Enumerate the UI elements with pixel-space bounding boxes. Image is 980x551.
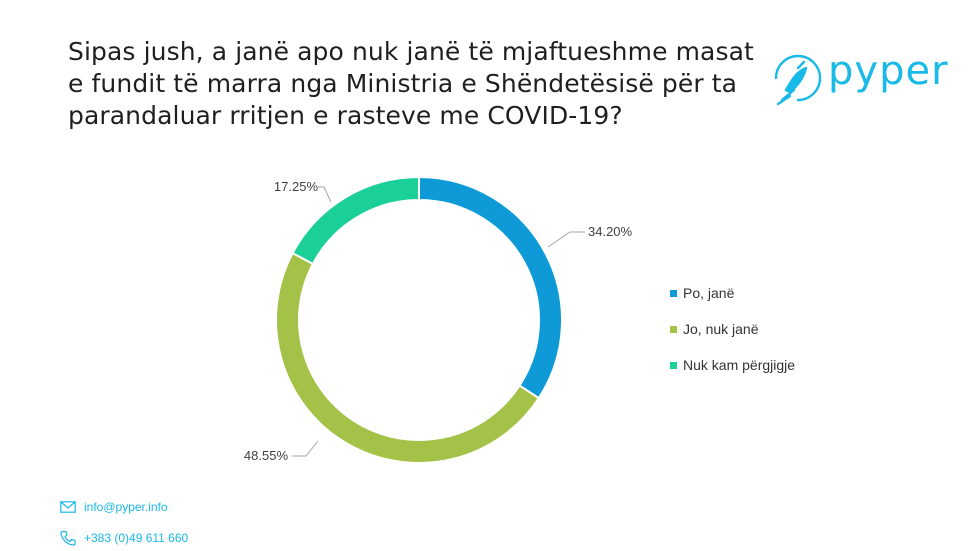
pyper-logo: pyper: [768, 48, 958, 110]
bird-logo-icon: [774, 54, 822, 106]
legend-swatch: [670, 325, 677, 333]
leader-line-2: [292, 440, 319, 457]
data-label-1: 34.20%: [588, 224, 633, 239]
brand-name: pyper: [828, 48, 949, 94]
legend-item-1: Po, janë: [670, 283, 795, 303]
donut-slice-3: [291, 175, 420, 266]
title-line-1: Sipas jush, a janë apo nuk janë të mjaft…: [68, 37, 754, 66]
legend-item-2: Jo, nuk janë: [670, 319, 795, 339]
chart-title: Sipas jush, a janë apo nuk janë të mjaft…: [68, 36, 758, 132]
legend-item-3: Nuk kam përgjigje: [670, 355, 795, 375]
phone-text[interactable]: +383 (0)49 611 660: [84, 531, 189, 545]
footer-email: info@pyper.info: [60, 500, 168, 514]
phone-icon: [60, 530, 76, 546]
legend-swatch: [670, 361, 677, 369]
chart-legend: Po, janë Jo, nuk janë Nuk kam përgjigje: [670, 283, 795, 391]
donut-slice-2: [274, 251, 541, 464]
leader-line-1: [547, 231, 585, 248]
title-line-3: parandaluar rritjen e rasteve me COVID-1…: [68, 101, 623, 130]
legend-swatch: [670, 289, 677, 297]
legend-label: Po, janë: [683, 285, 735, 301]
data-label-3: 17.25%: [274, 179, 319, 194]
data-label-2: 48.55%: [244, 448, 289, 463]
leader-line-3: [318, 186, 332, 203]
mail-icon: [60, 501, 76, 513]
email-text[interactable]: info@pyper.info: [84, 500, 168, 514]
title-line-2: e fundit të marra nga Ministria e Shënde…: [68, 69, 738, 98]
footer-phone: +383 (0)49 611 660: [60, 530, 188, 546]
donut-chart: 34.20% 48.55% 17.25%: [244, 175, 633, 464]
donut-slice-1: [418, 175, 563, 400]
legend-label: Jo, nuk janë: [683, 321, 759, 337]
legend-label: Nuk kam përgjigje: [683, 357, 796, 373]
